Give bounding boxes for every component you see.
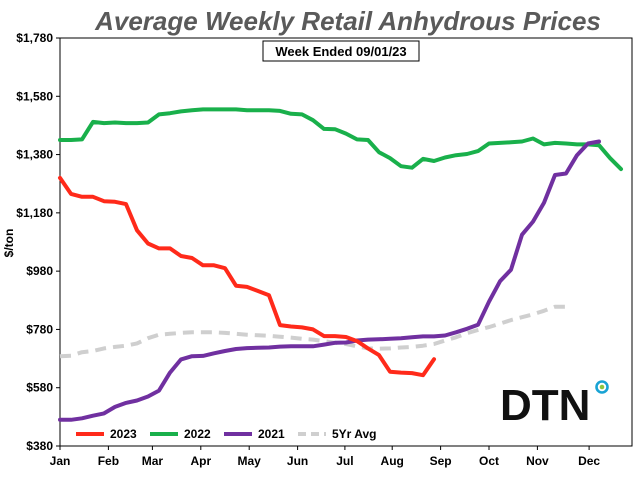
date-annotation-box: [262, 40, 420, 62]
y-tick-label: $780: [26, 322, 53, 336]
plot-area: [59, 37, 633, 447]
x-tick-label: Oct: [479, 454, 499, 468]
date-annotation: Week Ended 09/01/23: [262, 40, 420, 62]
x-axis: Jan Feb Mar Apr May Jun Jul Aug Sep Oct Nov Dec: [50, 446, 600, 468]
logo-dot-icon: [599, 384, 605, 390]
legend-label-2021: 2021: [258, 427, 285, 441]
legend: 2023 2022 2021 5Yr Avg: [76, 427, 376, 441]
date-annotation-text: Week Ended 09/01/23: [275, 44, 406, 59]
x-tick-label: Jan: [50, 454, 71, 468]
logo-ring-icon: [595, 380, 609, 394]
series-line-5yr-avg: [59, 304, 566, 359]
series-line-2023: [58, 175, 436, 378]
x-tick-label: Aug: [381, 454, 404, 468]
x-tick-label: Mar: [142, 454, 164, 468]
x-tick-label: Sep: [430, 454, 452, 468]
y-tick-label: $580: [26, 381, 53, 395]
series-line-2022: [58, 107, 623, 172]
series-layer: [58, 107, 623, 422]
series-line-2021: [58, 139, 601, 422]
logo-text: DTN: [500, 381, 590, 430]
x-tick-label: Jul: [336, 454, 353, 468]
y-tick-label: $1,780: [16, 31, 53, 45]
x-tick-label: Dec: [578, 454, 600, 468]
x-tick-label: Feb: [98, 454, 119, 468]
y-tick-label: $1,380: [16, 148, 53, 162]
dtn-logo: DTN: [492, 378, 620, 434]
y-axis-label: $/ton: [2, 229, 16, 258]
legend-label-2022: 2022: [184, 427, 211, 441]
y-tick-label: $1,580: [16, 89, 53, 103]
y-tick-label: $1,180: [16, 206, 53, 220]
y-tick-label: $380: [26, 439, 53, 453]
chart-title: Average Weekly Retail Anhydrous Prices: [94, 6, 601, 36]
legend-label-5yr-avg: 5Yr Avg: [332, 427, 376, 441]
x-tick-label: May: [238, 454, 262, 468]
y-tick-label: $980: [26, 264, 53, 278]
x-tick-label: Apr: [190, 454, 211, 468]
y-axis: $1,780 $1,580 $1,380 $1,180 $980 $780 $580 $380: [16, 31, 60, 453]
legend-label-2023: 2023: [110, 427, 137, 441]
x-tick-label: Nov: [526, 454, 549, 468]
logo-backdrop: [492, 378, 620, 434]
x-tick-label: Jun: [287, 454, 308, 468]
